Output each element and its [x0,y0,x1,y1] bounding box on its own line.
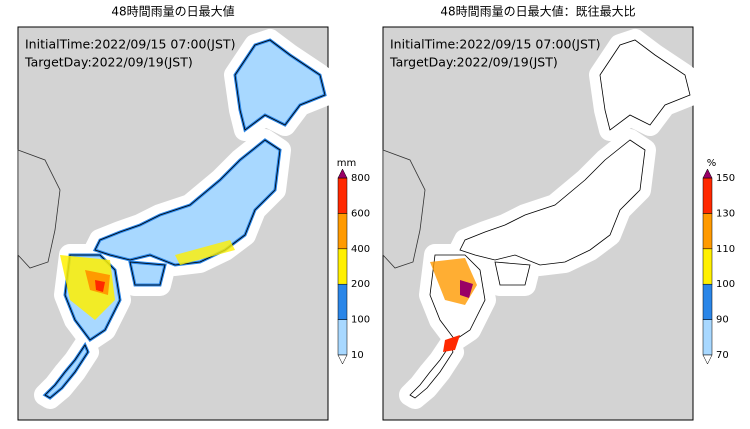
rain-extreme [95,280,105,292]
colorbar-segment [702,319,713,356]
colorbar-unit: % [707,158,717,169]
colorbar-unit: mm [337,158,356,169]
colorbar-segment [702,248,713,285]
colorbar-over [337,168,348,179]
colorbar-tick-label: 70 [716,350,729,361]
panel-title: 48時間雨量の日最大値 [111,4,234,19]
colorbar-tick-label: 800 [351,173,370,184]
colorbar-segment [702,177,713,214]
panel-title: 48時間雨量の日最大値：既往最大比 [440,4,635,19]
colorbar-tick-label: 400 [351,244,370,255]
target-day: TargetDay:2022/09/19(JST) [389,55,558,70]
colorbar-under [337,354,348,365]
colorbar-segment [337,177,348,214]
colorbar-tick-label: 600 [351,208,370,219]
colorbar-tick-label: 100 [716,279,735,290]
colorbar-over [702,168,713,179]
colorbar-under [702,354,713,365]
colorbar-tick-label: 130 [716,208,735,219]
target-day: TargetDay:2022/09/19(JST) [24,55,193,70]
panel-right [382,26,693,421]
ratio-extreme [460,280,473,298]
colorbar-segment [337,213,348,250]
colorbar-segment [337,248,348,285]
rain-heavy [60,255,115,320]
initial-time: InitialTime:2022/09/15 07:00(JST) [25,37,235,52]
colorbar-tick-label: 100 [351,315,370,326]
colorbar-tick-label: 10 [351,350,364,361]
colorbar-tick-label: 200 [351,279,370,290]
panel-left [17,26,328,421]
colorbar-segment [337,319,348,356]
colorbar-tick-label: 90 [716,315,729,326]
colorbar-tick-label: 150 [716,173,735,184]
colorbar-segment [702,283,713,320]
colorbar-tick-label: 110 [716,244,735,255]
colorbar-segment [702,213,713,250]
colorbar-segment [337,283,348,320]
initial-time: InitialTime:2022/09/15 07:00(JST) [390,37,600,52]
rain-heavy [175,240,235,265]
ratio-high [443,335,460,352]
